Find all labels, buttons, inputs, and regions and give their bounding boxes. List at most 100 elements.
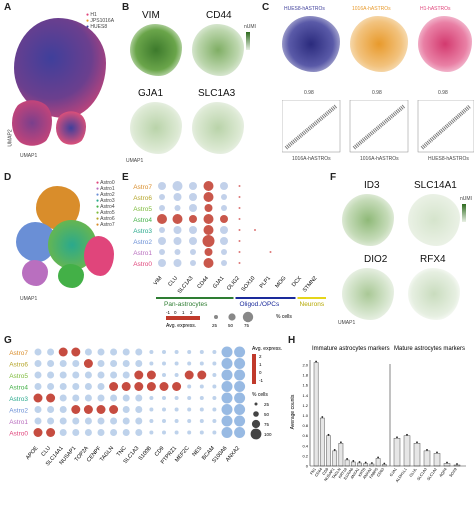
- size-legend-dot: [250, 428, 262, 440]
- panel-label-h: H: [288, 335, 296, 346]
- col-label: GJA1: [212, 275, 225, 289]
- size-legend-label: 50: [228, 323, 234, 328]
- scatter-1: [282, 100, 341, 153]
- dot: [212, 350, 217, 354]
- size-legend-dot: [251, 419, 261, 429]
- dot: [34, 383, 42, 390]
- axis-y-label: UMAP2: [7, 129, 14, 147]
- bar-point: [333, 448, 336, 451]
- dot: [110, 348, 118, 356]
- dot: [187, 350, 192, 354]
- dot: [187, 396, 192, 400]
- bar-category-label: NUSAP1: [324, 467, 336, 482]
- col-label: TNC: [116, 445, 128, 458]
- corr-1: 0.98: [304, 90, 314, 96]
- legend-jps1016a: JPS1016A: [90, 18, 115, 24]
- dot: [189, 193, 197, 201]
- dot: [34, 371, 42, 379]
- color-scale-bar: [462, 204, 466, 222]
- color-title: Avg. express.: [252, 346, 282, 352]
- panel-d-legend: ● Astro0 ● Astro1 ● Astro2 ● Astro3 ● As…: [96, 180, 115, 228]
- dot: [83, 359, 93, 368]
- dot: [59, 417, 67, 425]
- y-tick: 1.6: [302, 383, 308, 388]
- dot: [96, 405, 106, 414]
- dot: [146, 382, 156, 391]
- dot: [189, 204, 197, 212]
- dot: [47, 371, 55, 379]
- dot: [221, 194, 227, 200]
- scale-label: nUMI: [244, 24, 256, 30]
- dot: [84, 429, 92, 436]
- bar-point: [315, 360, 317, 363]
- dot: [172, 382, 182, 391]
- scatter-3: [417, 100, 474, 153]
- gene-cd44: CD44: [206, 10, 232, 21]
- dot: [234, 415, 246, 427]
- dot: [72, 417, 80, 425]
- bar-point: [340, 441, 342, 444]
- legend-astro3: Astro3: [100, 198, 115, 204]
- size-legend-label: 25: [264, 402, 270, 407]
- row-label: Astro4: [133, 217, 152, 224]
- dot: [122, 417, 130, 425]
- size-legend-label: 50: [264, 412, 270, 417]
- dot: [174, 249, 181, 255]
- corr-2: 0.98: [372, 90, 382, 96]
- dot: [33, 393, 43, 403]
- dot: [199, 350, 204, 354]
- title-hues8: HUES8-hASTROs: [284, 6, 325, 12]
- bar: [357, 462, 362, 467]
- size-legend-label: 75: [244, 323, 250, 328]
- chart-title-right: Mature astrocytes markers: [394, 346, 465, 352]
- panel-label-f: F: [330, 172, 337, 183]
- dot: [109, 382, 119, 391]
- bar-category-label: SLC1A2: [426, 467, 437, 481]
- dot: [47, 383, 55, 390]
- dot: [72, 371, 80, 379]
- y-tick: 1.2: [302, 403, 308, 408]
- size-title: % cells: [252, 392, 268, 398]
- size-legend-dot: [254, 402, 258, 406]
- row-label: Astro1: [9, 419, 28, 426]
- y-tick: 0: [306, 464, 309, 469]
- panel-g-dotplot: Astro7 Astro6 Astro5 Astro4 Astro3 Astro2 Astr…: [9, 346, 282, 467]
- gene-id3: ID3: [364, 180, 380, 191]
- dot: [172, 214, 183, 224]
- dot: [238, 262, 241, 264]
- y-tick: 0.8: [302, 423, 308, 428]
- row-label: Astro6: [133, 195, 152, 202]
- row-label: Astro0: [9, 431, 28, 438]
- bar-point: [446, 461, 448, 464]
- dot: [173, 193, 182, 201]
- color-scale-bar: [246, 32, 250, 50]
- dot: [174, 430, 179, 435]
- dot: [203, 214, 214, 224]
- bar: [393, 437, 401, 467]
- dot: [122, 429, 130, 436]
- bar-point: [364, 461, 367, 464]
- dot: [34, 417, 42, 425]
- chart-title-left: Immature astrocytes markers: [312, 346, 390, 352]
- col-label: APOE: [25, 445, 40, 461]
- bar-point: [456, 463, 458, 465]
- dot: [199, 419, 204, 423]
- bar-point: [383, 462, 386, 465]
- color-tick: 0: [174, 310, 177, 315]
- dot: [157, 214, 167, 224]
- panel-e-dotplot: Astro7 Astro6 Astro5 Astro4 Astro3 Astro2 Astr…: [133, 181, 326, 329]
- dot: [59, 406, 67, 413]
- dot: [34, 348, 42, 356]
- corr-scatters: [282, 100, 474, 153]
- dot: [97, 348, 105, 356]
- row-label: Astro4: [9, 385, 28, 392]
- color-tick: 1: [182, 310, 185, 315]
- color-tick: 0: [259, 370, 262, 375]
- dot: [204, 204, 213, 212]
- dot: [187, 384, 192, 389]
- dot: [159, 382, 169, 391]
- dot: [189, 215, 197, 223]
- dot: [254, 229, 256, 231]
- dot: [212, 361, 217, 366]
- bar: [369, 463, 375, 467]
